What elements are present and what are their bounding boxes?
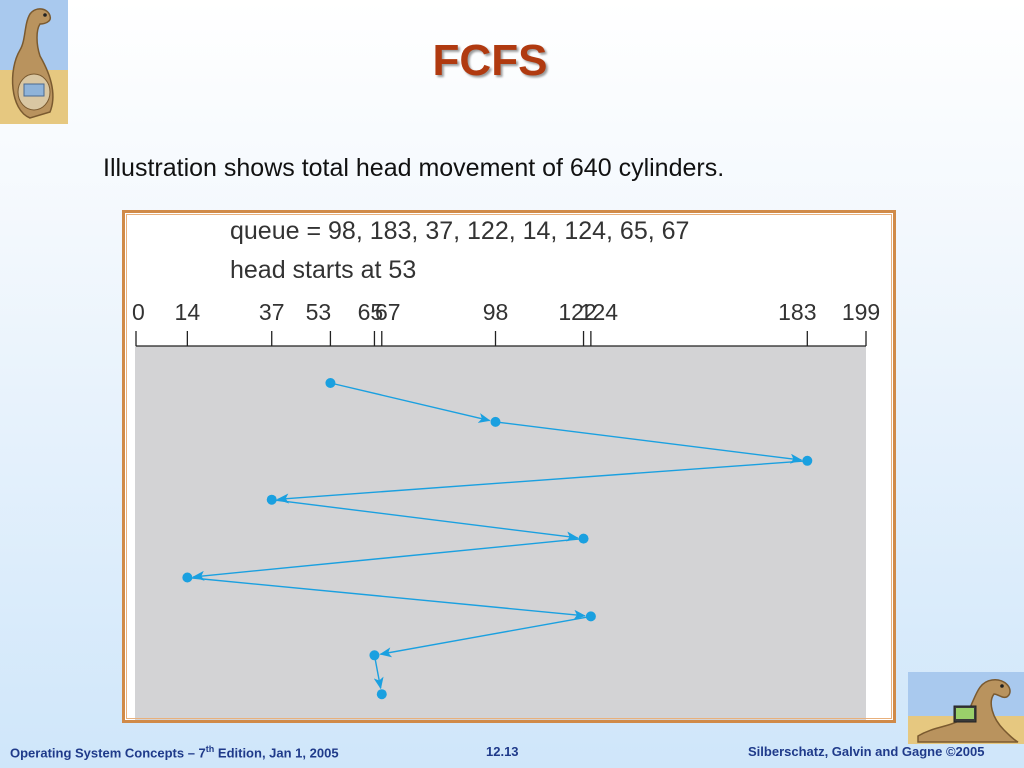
axis-label-0: 0 bbox=[132, 299, 145, 325]
slide-subtitle: Illustration shows total head movement o… bbox=[103, 154, 725, 182]
axis-label-183: 183 bbox=[778, 299, 816, 325]
path-segment-3 bbox=[276, 460, 808, 504]
axis-label-37: 37 bbox=[259, 299, 285, 325]
queue-text: queue = 98, 183, 37, 122, 14, 124, 65, 6… bbox=[230, 217, 689, 245]
footer-page-number: 12.13 bbox=[486, 744, 519, 759]
footer-book-title-rest: Edition, Jan 1, 2005 bbox=[214, 745, 339, 761]
footer-book-title-main: Operating System Concepts – 7 bbox=[10, 745, 206, 761]
request-point-67 bbox=[376, 689, 387, 700]
request-point-37 bbox=[266, 494, 277, 505]
request-point-53-start bbox=[325, 378, 336, 388]
path-segment-2 bbox=[495, 421, 803, 464]
path-segment-7 bbox=[379, 615, 591, 658]
path-segment-1 bbox=[330, 382, 491, 423]
footer-book-title: Operating System Concepts – 7th Edition,… bbox=[10, 744, 339, 760]
diagram-panel bbox=[135, 346, 866, 720]
head-movement-path bbox=[182, 378, 813, 700]
path-segment-5 bbox=[192, 537, 584, 581]
axis-label-98: 98 bbox=[483, 299, 509, 325]
path-segment-8 bbox=[373, 655, 384, 690]
axis-label-65: 65 bbox=[358, 299, 384, 325]
axis-label-199: 199 bbox=[842, 299, 880, 325]
axis-label-122: 122 bbox=[558, 299, 596, 325]
footer-book-title-sup: th bbox=[205, 744, 215, 754]
fcfs-diagram: queue = 98, 183, 37, 122, 14, 124, 65, 6… bbox=[132, 217, 880, 720]
axis-label-53: 53 bbox=[306, 299, 332, 325]
axis-label-67: 67 bbox=[375, 299, 401, 325]
head-start-text: head starts at 53 bbox=[230, 256, 416, 284]
request-point-98 bbox=[490, 416, 501, 427]
path-segment-4 bbox=[271, 499, 579, 542]
slide-title: FCFS bbox=[432, 36, 548, 85]
dinosaur-logo-top bbox=[0, 0, 68, 124]
request-point-65 bbox=[369, 650, 380, 661]
path-segment-6 bbox=[187, 576, 586, 620]
axis-label-124: 124 bbox=[580, 299, 619, 325]
request-point-124 bbox=[585, 611, 596, 622]
dinosaur-logo-bottom bbox=[908, 672, 1024, 744]
diagram-frame: queue = 98, 183, 37, 122, 14, 124, 65, 6… bbox=[122, 210, 896, 723]
request-point-183 bbox=[802, 455, 813, 466]
request-point-14 bbox=[182, 572, 193, 583]
axis-label-14: 14 bbox=[175, 299, 201, 325]
request-point-122 bbox=[578, 533, 589, 544]
footer-copyright: Silberschatz, Galvin and Gagne ©2005 bbox=[748, 744, 985, 759]
